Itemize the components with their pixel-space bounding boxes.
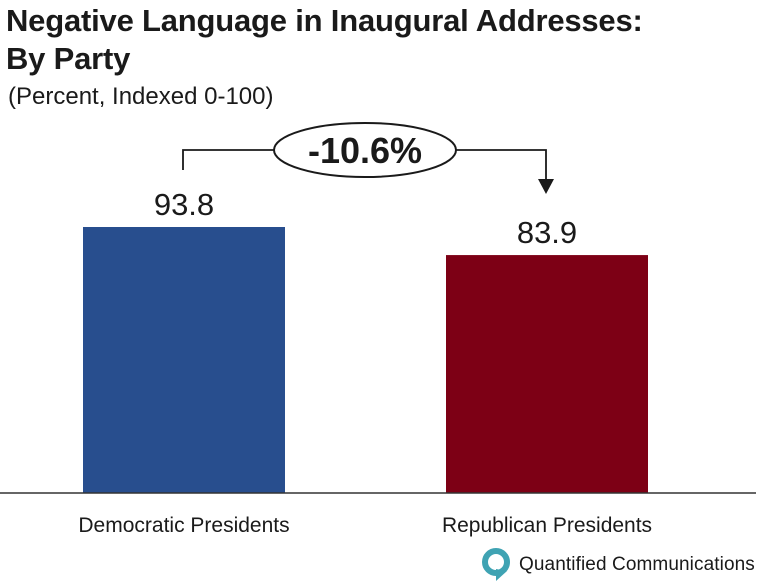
down-arrow-icon: [538, 179, 554, 194]
change-label: -10.6%: [308, 130, 422, 171]
brand-logo: Quantified Communications: [481, 545, 755, 585]
chart-title-line-1: Negative Language in Inaugural Addresses…: [6, 3, 643, 38]
chart-title: Negative Language in Inaugural Addresses…: [6, 2, 758, 78]
quote-bubble-icon: [482, 548, 510, 581]
change-ellipse: [273, 122, 457, 178]
comparison-bracket-right: [456, 149, 547, 180]
value-label-democratic: 93.8: [154, 187, 214, 222]
value-label-republican: 83.9: [517, 215, 577, 250]
brand-name: Quantified Communications: [519, 554, 755, 575]
x-tick-label-republican: Republican Presidents: [442, 514, 652, 537]
bar-republican: [446, 255, 648, 493]
bar-democratic: [83, 227, 285, 493]
chart-subtitle: (Percent, Indexed 0-100): [8, 83, 274, 110]
comparison-bracket-left: [182, 149, 274, 170]
x-tick-label-democratic: Democratic Presidents: [78, 514, 289, 537]
chart-title-line-2: By Party: [6, 41, 131, 76]
